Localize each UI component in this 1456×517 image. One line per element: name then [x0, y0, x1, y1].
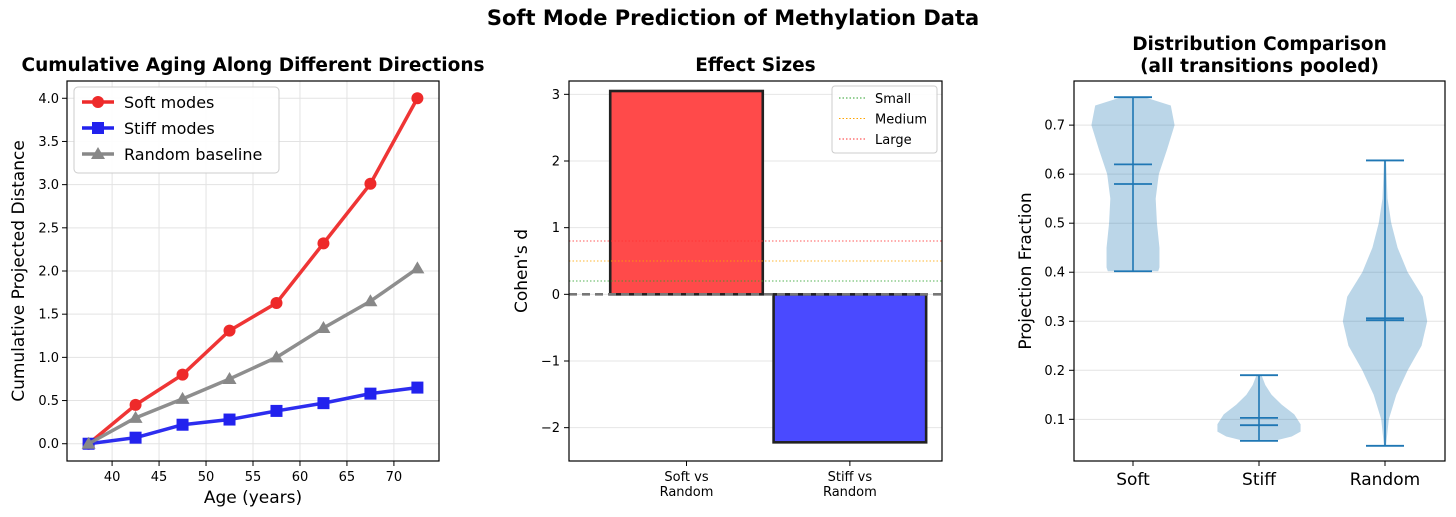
x-tick-label: 65	[339, 470, 356, 485]
x-tick-label: Random	[823, 485, 877, 500]
series-line	[87, 266, 419, 446]
y-tick-label: 0.1	[1044, 413, 1065, 428]
y-tick-label: 1.0	[38, 351, 59, 366]
series-line	[88, 385, 418, 446]
bar	[608, 89, 765, 296]
chart-title: Distribution Comparison	[1132, 34, 1387, 55]
legend-label: Small	[875, 92, 911, 107]
data-point	[317, 397, 330, 410]
data-point	[129, 398, 142, 411]
legend-label: Stiff modes	[124, 119, 215, 138]
x-tick-label: Random	[1350, 470, 1420, 490]
y-axis-label: Cohen's d	[512, 229, 532, 313]
legend-marker	[92, 96, 104, 108]
data-point	[223, 413, 236, 426]
series-line	[87, 97, 419, 446]
x-tick-label: Soft vs	[664, 470, 708, 485]
y-tick-label: 0.3	[1044, 315, 1065, 330]
y-tick-label: −2	[541, 421, 560, 436]
data-point	[269, 350, 284, 363]
x-tick-label: 50	[198, 470, 215, 485]
data-point	[411, 381, 424, 394]
data-point	[363, 294, 378, 307]
data-point	[410, 261, 425, 274]
legend-label: Large	[875, 133, 912, 148]
y-tick-label: 0.0	[38, 437, 59, 452]
y-tick-label: 0.5	[38, 394, 59, 409]
y-tick-label: 0.2	[1044, 364, 1065, 379]
data-point	[176, 368, 189, 381]
y-tick-label: 2.5	[38, 221, 59, 236]
data-point	[317, 237, 330, 250]
y-tick-label: 0.4	[1044, 266, 1065, 281]
y-tick-label: 1.5	[38, 308, 59, 323]
chart-title: Cumulative Aging Along Different Directi…	[22, 55, 485, 76]
figure-suptitle: Soft Mode Prediction of Methylation Data	[487, 6, 979, 30]
y-tick-label: 0.5	[1044, 217, 1065, 232]
legend: Soft modes Stiff modes Random baseline	[73, 86, 280, 174]
y-axis-label: Cumulative Projected Distance	[9, 140, 29, 402]
data-point	[364, 387, 377, 400]
y-tick-label: 0	[552, 288, 560, 303]
y-tick-label: 3	[552, 88, 560, 103]
legend-marker	[92, 122, 104, 134]
x-tick-label: Soft	[1116, 470, 1150, 490]
legend: Small Medium Large	[831, 85, 938, 154]
x-tick-label: 70	[386, 470, 403, 485]
bar	[772, 293, 928, 444]
x-tick-label: 55	[245, 470, 262, 485]
y-tick-label: 3.5	[38, 135, 59, 150]
data-point	[81, 436, 96, 449]
legend-box	[73, 86, 280, 174]
y-tick-label: 3.0	[38, 178, 59, 193]
y-axis-label: Projection Fraction	[1016, 192, 1036, 349]
y-tick-label: 4.0	[38, 92, 59, 107]
data-point	[128, 410, 143, 423]
data-point	[411, 92, 424, 105]
plot-frame	[66, 80, 440, 462]
chart-title: Effect Sizes	[695, 55, 815, 76]
plot-frame	[1073, 80, 1446, 462]
x-tick-label: Random	[660, 485, 714, 500]
legend-label: Soft modes	[124, 93, 214, 112]
data-point	[129, 431, 142, 444]
data-point	[270, 296, 283, 309]
x-tick-label: 45	[151, 470, 168, 485]
legend-marker	[91, 147, 105, 159]
data-point	[175, 391, 190, 404]
x-tick-label: Stiff	[1242, 470, 1277, 490]
legend-label: Random baseline	[124, 145, 262, 164]
y-tick-label: 0.7	[1044, 119, 1065, 134]
data-point	[270, 404, 283, 417]
line-chart-panel: Cumulative Aging Along Different Directi…	[9, 55, 485, 508]
y-tick-label: 2.0	[38, 265, 59, 280]
x-tick-label: Stiff vs	[828, 470, 873, 485]
data-point	[223, 324, 236, 337]
x-tick-label: 40	[104, 470, 121, 485]
legend-box	[831, 85, 938, 154]
chart-title: (all transitions pooled)	[1140, 56, 1379, 77]
x-tick-label: 60	[292, 470, 309, 485]
plot-frame	[568, 80, 943, 462]
legend-label: Medium	[875, 113, 927, 128]
y-tick-label: 2	[552, 155, 560, 170]
y-tick-label: 0.6	[1044, 168, 1065, 183]
data-point	[364, 177, 377, 190]
data-point	[222, 371, 237, 384]
data-point	[176, 418, 189, 431]
violin-chart-panel: Distribution Comparison(all transitions …	[1016, 34, 1446, 490]
y-tick-label: 1	[552, 221, 560, 236]
x-axis-label: Age (years)	[204, 488, 302, 508]
data-point	[316, 321, 331, 333]
y-tick-label: −1	[541, 355, 560, 370]
